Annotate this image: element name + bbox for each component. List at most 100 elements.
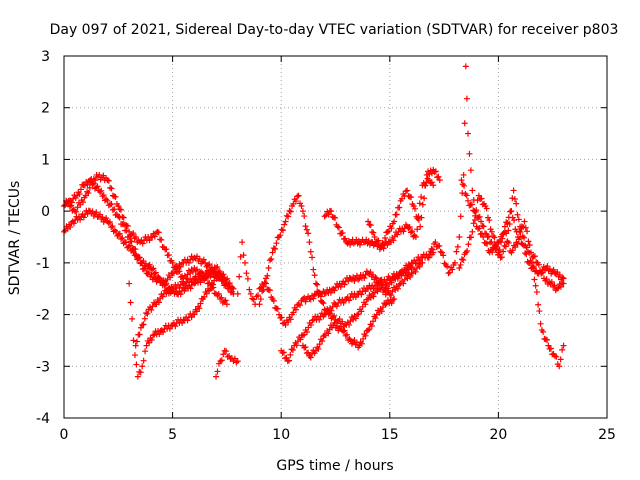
data-point (109, 223, 116, 230)
data-point (73, 208, 80, 215)
data-point (301, 294, 308, 301)
data-point (282, 321, 289, 328)
data-point (502, 243, 509, 250)
data-point (409, 270, 416, 277)
data-point (322, 212, 329, 219)
data-point (265, 265, 272, 272)
data-point (388, 225, 395, 232)
data-point (188, 253, 195, 260)
data-point (456, 265, 463, 272)
data-point (363, 296, 370, 303)
data-point (177, 263, 184, 270)
series-track-j (299, 296, 398, 361)
data-point (120, 214, 127, 221)
data-point (143, 342, 150, 349)
data-point (529, 264, 536, 271)
data-point (132, 251, 139, 258)
data-point (123, 239, 130, 246)
data-point (130, 230, 137, 237)
data-point (417, 223, 424, 230)
data-point (427, 167, 434, 174)
data-point (273, 240, 280, 247)
data-point (266, 257, 273, 264)
data-point (206, 261, 213, 268)
data-point (556, 363, 563, 370)
data-point (557, 356, 564, 363)
series-track-l (365, 166, 443, 251)
y-tick-label: 2 (41, 101, 50, 117)
data-point (478, 218, 485, 225)
data-point (416, 263, 423, 270)
data-point (416, 200, 423, 207)
data-point (122, 221, 129, 228)
data-point (371, 289, 378, 296)
data-point (84, 188, 91, 195)
data-point (244, 275, 251, 282)
data-point (361, 275, 368, 282)
data-point (308, 321, 315, 328)
data-point (517, 229, 524, 236)
data-point (412, 268, 419, 275)
data-point (233, 359, 240, 366)
data-point (177, 291, 184, 298)
series-track-e (132, 263, 237, 349)
data-point (266, 287, 273, 294)
data-point (278, 226, 285, 233)
data-point (486, 217, 493, 224)
data-point (301, 213, 308, 220)
data-point (428, 245, 435, 252)
data-point (451, 259, 458, 266)
data-point (305, 349, 312, 356)
data-point (170, 270, 177, 277)
data-point (460, 257, 467, 264)
data-point (400, 228, 407, 235)
data-point (191, 311, 198, 318)
series-track-h (256, 192, 426, 330)
data-point (285, 213, 292, 220)
data-point (88, 179, 95, 186)
data-point (445, 270, 452, 277)
data-point (70, 195, 77, 202)
data-point (516, 228, 523, 235)
data-point (109, 192, 116, 199)
data-point (203, 290, 210, 297)
data-point (274, 305, 281, 312)
data-point (469, 187, 476, 194)
data-point (215, 290, 222, 297)
data-point (500, 248, 507, 255)
data-point (305, 230, 312, 237)
data-point (185, 259, 192, 266)
data-point (401, 266, 408, 273)
data-point (247, 290, 254, 297)
y-tick-label: -1 (36, 256, 50, 272)
data-point (146, 339, 153, 346)
data-point (559, 274, 566, 281)
data-point (457, 261, 464, 268)
data-point (362, 301, 369, 308)
data-point (380, 240, 387, 247)
data-point (331, 287, 338, 294)
data-point (108, 185, 115, 192)
data-point (444, 263, 451, 270)
data-point (332, 214, 339, 221)
data-point (96, 188, 103, 195)
series-track-o (456, 192, 567, 294)
data-point (458, 256, 465, 263)
data-point (307, 248, 314, 255)
data-point (108, 201, 115, 208)
data-point (64, 199, 71, 206)
data-point (155, 299, 162, 306)
data-point (177, 281, 184, 288)
data-point (400, 270, 407, 277)
data-point (120, 221, 127, 228)
data-point (213, 265, 220, 272)
data-point (166, 325, 173, 332)
data-point (508, 208, 515, 215)
data-point (343, 331, 350, 338)
data-point (175, 268, 182, 275)
data-point (378, 308, 385, 315)
data-point (339, 229, 346, 236)
data-point (264, 272, 271, 279)
data-point (302, 344, 309, 351)
data-point (425, 254, 432, 261)
